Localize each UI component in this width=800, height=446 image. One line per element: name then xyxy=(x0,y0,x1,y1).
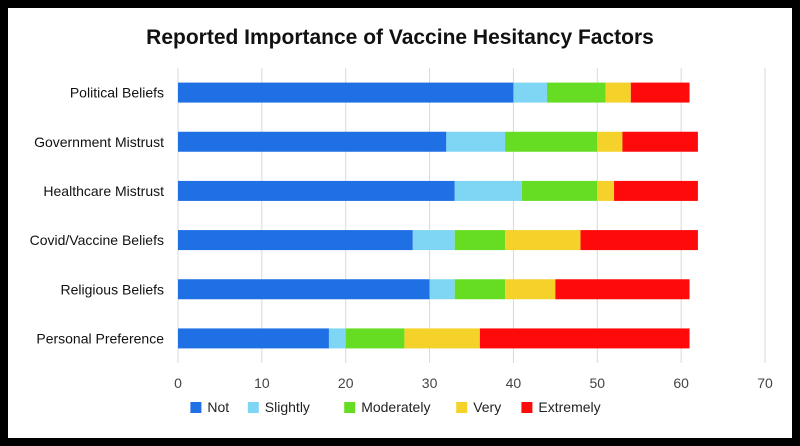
x-tick-label: 40 xyxy=(506,375,522,391)
x-tick-labels: 0 10 20 30 40 50 60 70 xyxy=(174,375,773,391)
bar-segment xyxy=(521,180,598,201)
bar-segment xyxy=(479,328,690,349)
legend-swatch xyxy=(521,402,533,413)
bar-segment xyxy=(178,131,447,152)
x-tick-label: 30 xyxy=(422,375,438,391)
bar-segment xyxy=(178,230,413,251)
bar-segment xyxy=(178,328,329,349)
bar-segment xyxy=(555,279,690,300)
bar-segment xyxy=(454,279,506,300)
legend-label: Very xyxy=(473,399,501,415)
bar-segment xyxy=(605,82,631,103)
bar-segment xyxy=(454,180,522,201)
x-tick-label: 10 xyxy=(254,375,270,391)
chart-panel: Reported Importance of Vaccine Hesitancy… xyxy=(8,8,792,438)
x-tick-label: 20 xyxy=(338,375,354,391)
x-tick-label: 50 xyxy=(589,375,605,391)
legend-swatch xyxy=(456,402,468,413)
bar-segment xyxy=(597,131,623,152)
category-label: Government Mistrust xyxy=(34,134,164,150)
bar-segment xyxy=(513,82,547,103)
bar-segment xyxy=(446,131,506,152)
bar-segment xyxy=(597,180,615,201)
x-tick-label: 60 xyxy=(673,375,689,391)
category-label: Political Beliefs xyxy=(70,85,164,101)
bar-segment xyxy=(178,82,514,103)
x-tick-label: 0 xyxy=(174,375,182,391)
legend-swatch xyxy=(247,402,259,413)
bar-segment xyxy=(546,82,606,103)
legend-swatch xyxy=(190,402,202,413)
legend-label: Moderately xyxy=(361,399,430,415)
legend-label: Extremely xyxy=(538,399,600,415)
bar-segment xyxy=(178,279,430,300)
bar-segment xyxy=(614,180,698,201)
stacked-bar-chart: Reported Importance of Vaccine Hesitancy… xyxy=(30,26,773,415)
bar-segment xyxy=(412,230,455,251)
category-labels: Political Beliefs Government Mistrust Heal… xyxy=(30,85,165,347)
bar-segment xyxy=(429,279,455,300)
legend-label: Slightly xyxy=(265,399,310,415)
category-label: Covid/Vaccine Beliefs xyxy=(30,232,164,248)
bar-segment xyxy=(505,230,581,251)
category-label: Religious Beliefs xyxy=(61,281,165,297)
bar-segment xyxy=(345,328,405,349)
category-label: Personal Preference xyxy=(36,330,164,346)
bar-segment xyxy=(505,279,556,300)
bar-segment xyxy=(580,230,698,251)
gridlines xyxy=(177,68,766,363)
bar-segment xyxy=(630,82,690,103)
x-tick-label: 70 xyxy=(757,375,773,391)
bar-segment xyxy=(454,230,506,251)
bar-segment xyxy=(404,328,480,349)
category-label: Healthcare Mistrust xyxy=(43,183,164,199)
legend: Not Slightly Moderately Very Extremely xyxy=(190,399,601,415)
legend-swatch xyxy=(344,402,356,413)
bar-segment xyxy=(178,180,455,201)
bar-segment xyxy=(622,131,698,152)
legend-label: Not xyxy=(207,399,229,415)
bars xyxy=(178,82,698,349)
bar-segment xyxy=(328,328,346,349)
bar-segment xyxy=(505,131,598,152)
chart-title: Reported Importance of Vaccine Hesitancy… xyxy=(146,26,654,49)
